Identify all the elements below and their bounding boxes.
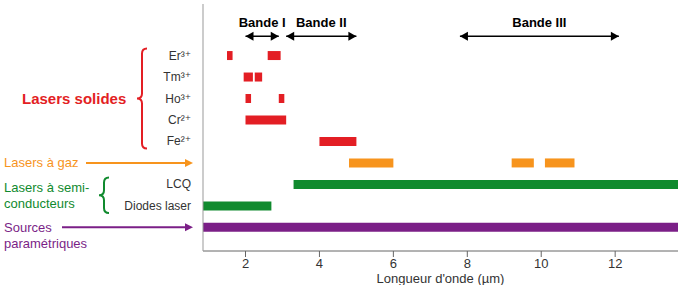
svg-text:Bande II: Bande II — [296, 15, 347, 30]
svg-text:Lasers solides: Lasers solides — [22, 90, 126, 107]
svg-text:2: 2 — [242, 256, 249, 271]
svg-text:6: 6 — [390, 256, 397, 271]
svg-text:Lasers à semi-: Lasers à semi- — [4, 180, 89, 195]
svg-text:Er³⁺: Er³⁺ — [169, 49, 191, 63]
svg-text:Ho³⁺: Ho³⁺ — [165, 92, 191, 106]
svg-text:paramétriques: paramétriques — [4, 236, 88, 251]
svg-text:LCQ: LCQ — [166, 177, 191, 191]
svg-text:Fe²⁺: Fe²⁺ — [167, 134, 191, 148]
svg-text:Bande III: Bande III — [512, 15, 566, 30]
svg-text:4: 4 — [316, 256, 323, 271]
svg-text:Lasers à gaz: Lasers à gaz — [4, 155, 78, 170]
svg-text:10: 10 — [534, 256, 548, 271]
svg-text:Diodes laser: Diodes laser — [124, 199, 191, 213]
svg-text:Cr²⁺: Cr²⁺ — [168, 113, 191, 127]
svg-text:Sources: Sources — [4, 220, 52, 235]
svg-text:8: 8 — [464, 256, 471, 271]
svg-text:Bande I: Bande I — [239, 15, 286, 30]
svg-text:conducteurs: conducteurs — [4, 196, 75, 211]
svg-text:Tm³⁺: Tm³⁺ — [163, 70, 191, 84]
svg-text:Longueur d'onde (µm): Longueur d'onde (µm) — [377, 271, 505, 285]
svg-text:12: 12 — [608, 256, 622, 271]
